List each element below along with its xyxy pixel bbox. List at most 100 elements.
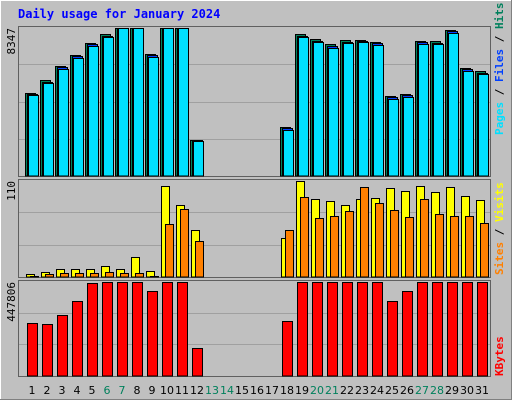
top-bar-pages-day-10 xyxy=(163,28,174,177)
mid-bar-sites-day-1 xyxy=(30,276,39,278)
x-tick-label: 4 xyxy=(74,384,81,397)
mid-legend: Sites / Visits xyxy=(493,182,506,275)
bottom-max-label: 447806 xyxy=(5,282,18,322)
top-bar-pages-day-9 xyxy=(148,57,159,177)
top-bar-pages-day-25 xyxy=(388,99,399,177)
chart-title: Daily usage for January 2024 xyxy=(18,7,220,21)
bottom-bar-kbytes-day-5 xyxy=(87,283,98,377)
mid-bar-sites-day-24 xyxy=(375,203,384,278)
x-tick-label: 31 xyxy=(475,384,489,397)
mid-bar-sites-day-21 xyxy=(330,216,339,278)
mid-bar-sites-day-6 xyxy=(105,272,114,278)
legend-hits: Hits xyxy=(493,3,506,30)
top-bar-pages-day-29 xyxy=(448,33,459,177)
bottom-bar-kbytes-day-31 xyxy=(477,282,488,377)
mid-max-label: 110 xyxy=(5,181,18,201)
mid-bar-sites-day-2 xyxy=(45,274,54,278)
x-tick-label: 29 xyxy=(445,384,459,397)
legend-files: Files xyxy=(493,49,506,82)
mid-bar-sites-day-22 xyxy=(345,211,354,278)
x-tick-label: 2 xyxy=(44,384,51,397)
bottom-bar-kbytes-day-1 xyxy=(27,323,38,377)
mid-bar-sites-day-4 xyxy=(75,273,84,278)
mid-bar-sites-day-19 xyxy=(300,197,309,278)
top-max-label: 8347 xyxy=(5,28,18,55)
mid-bar-sites-day-8 xyxy=(135,273,144,278)
top-bar-pages-day-31 xyxy=(478,74,489,177)
top-bar-pages-day-18 xyxy=(283,130,294,177)
panel-top-frame xyxy=(18,26,491,177)
mid-bar-sites-day-28 xyxy=(435,214,444,278)
bottom-bar-kbytes-day-8 xyxy=(132,282,143,377)
mid-bar-sites-day-26 xyxy=(405,217,414,278)
top-bar-pages-day-20 xyxy=(313,42,324,177)
top-bar-pages-day-19 xyxy=(298,37,309,177)
bottom-bar-kbytes-day-20 xyxy=(312,282,323,377)
x-tick-label: 23 xyxy=(355,384,369,397)
bottom-bar-kbytes-day-25 xyxy=(387,301,398,377)
x-axis-labels: 1 2 3 4 5 6 7 8 9 10 11 12 13 14 15 16 17 18 19 20 21 22 23 24 2… xyxy=(29,384,490,397)
mid-bar-sites-day-18 xyxy=(285,230,294,278)
bottom-legend: KBytes xyxy=(493,336,506,376)
bottom-bar-kbytes-day-29 xyxy=(447,282,458,377)
top-bar-pages-day-12 xyxy=(193,141,204,177)
mid-bar-sites-day-9 xyxy=(150,276,159,278)
x-tick-label: 20 xyxy=(310,384,324,397)
chart-marks xyxy=(19,28,490,377)
x-tick-label: 22 xyxy=(340,384,354,397)
top-bar-pages-day-27 xyxy=(418,44,429,177)
x-tick-label: 16 xyxy=(250,384,264,397)
x-tick-label: 10 xyxy=(160,384,174,397)
bottom-bar-kbytes-day-2 xyxy=(42,324,53,377)
x-tick-label: 3 xyxy=(59,384,66,397)
mid-bar-sites-day-5 xyxy=(90,273,99,278)
panel-bottom-frame xyxy=(18,280,491,377)
x-tick-label: 12 xyxy=(190,384,204,397)
x-tick-label: 7 xyxy=(119,384,126,397)
mid-bar-sites-day-31 xyxy=(480,223,489,278)
bottom-bar-kbytes-day-7 xyxy=(117,282,128,377)
x-tick-label: 9 xyxy=(149,384,156,397)
x-tick-label: 17 xyxy=(265,384,279,397)
top-bar-pages-day-24 xyxy=(373,45,384,177)
x-tick-label: 15 xyxy=(235,384,249,397)
top-bar-pages-day-11 xyxy=(178,28,189,177)
top-bar-pages-day-5 xyxy=(88,46,99,177)
bottom-bar-kbytes-day-22 xyxy=(342,282,353,377)
top-bar-pages-day-22 xyxy=(343,43,354,177)
x-tick-label: 26 xyxy=(400,384,414,397)
x-tick-label: 25 xyxy=(385,384,399,397)
x-tick-label: 30 xyxy=(460,384,474,397)
top-legend: Pages / Files / Hits xyxy=(493,3,506,136)
legend-sep-1: / xyxy=(493,82,506,102)
bottom-bar-kbytes-day-27 xyxy=(417,282,428,377)
bottom-bar-kbytes-day-9 xyxy=(147,291,158,377)
panel-mid xyxy=(18,179,491,278)
bottom-bar-kbytes-day-10 xyxy=(162,282,173,377)
x-tick-label: 6 xyxy=(104,384,111,397)
mid-bar-sites-day-7 xyxy=(120,273,129,278)
panel-mid-frame xyxy=(18,179,491,278)
top-bar-pages-day-4 xyxy=(73,58,84,177)
mid-bar-sites-day-23 xyxy=(360,187,369,278)
x-tick-label: 24 xyxy=(370,384,384,397)
bottom-bar-kbytes-day-12 xyxy=(192,348,203,377)
x-tick-label: 21 xyxy=(325,384,339,397)
mid-bar-sites-day-11 xyxy=(180,209,189,278)
bottom-bar-kbytes-day-6 xyxy=(102,282,113,377)
top-bar-pages-day-2 xyxy=(43,83,54,177)
top-bar-pages-day-8 xyxy=(133,28,144,177)
top-bar-pages-day-6 xyxy=(103,37,114,177)
x-tick-label: 5 xyxy=(89,384,96,397)
x-tick-label: 14 xyxy=(220,384,234,397)
bottom-bar-kbytes-day-30 xyxy=(462,282,473,377)
legend-kbytes: KBytes xyxy=(493,336,506,376)
mid-bar-sites-day-27 xyxy=(420,199,429,278)
x-tick-label: 1 xyxy=(29,384,36,397)
x-tick-label: 27 xyxy=(415,384,429,397)
bottom-bar-kbytes-day-21 xyxy=(327,282,338,377)
legend-sep-2: / xyxy=(493,29,506,49)
top-bar-pages-day-26 xyxy=(403,97,414,177)
panel-top xyxy=(18,26,491,177)
